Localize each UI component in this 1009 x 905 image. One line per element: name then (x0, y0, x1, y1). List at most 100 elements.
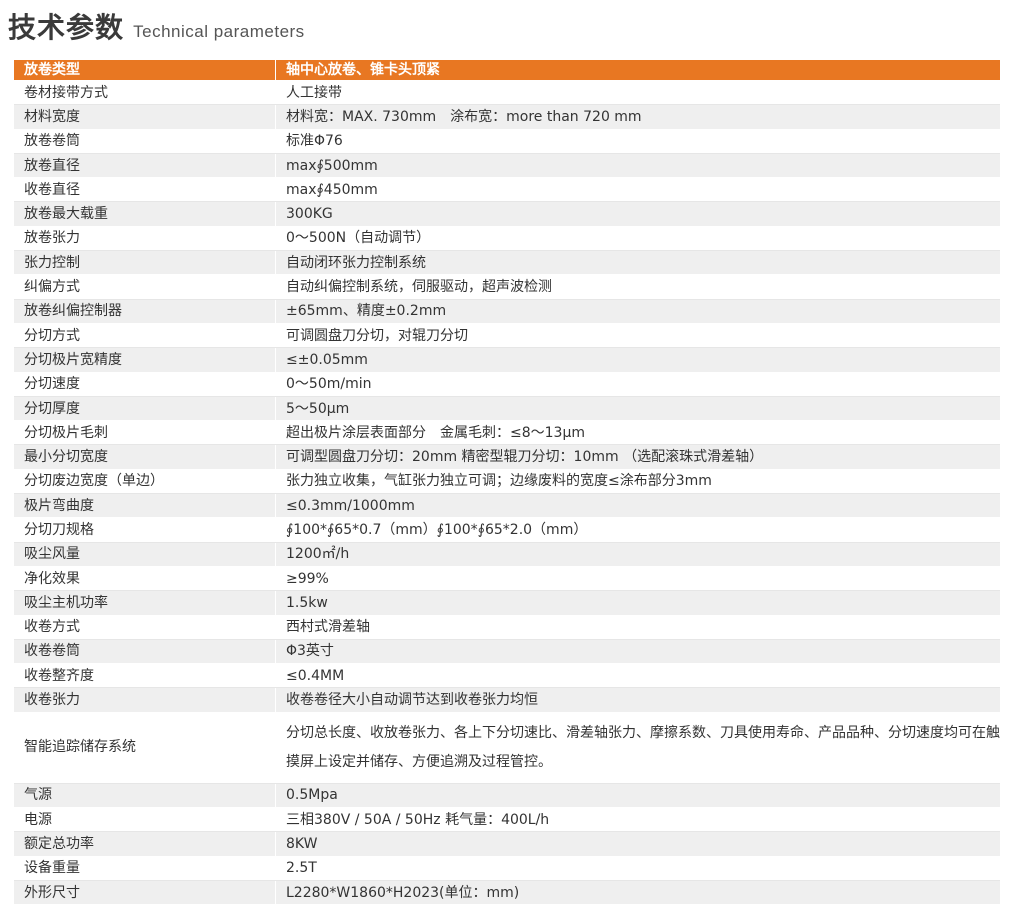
table-row: 极片弯曲度 ≤0.3mm/1000mm (14, 493, 1000, 519)
parameter-value: max∮450mm (275, 177, 1000, 203)
table-row: 分切速度 0～50m/min (14, 372, 1000, 397)
header-value: 轴中心放卷、锥卡头顶紧 (275, 60, 1000, 81)
parameter-value: 西村式滑差轴 (275, 615, 1000, 640)
table-row: 收卷卷筒 Φ3英寸 (14, 639, 1000, 665)
parameter-value: ≥99% (275, 566, 1000, 592)
parameter-name: 设备重量 (14, 856, 276, 881)
parameter-name: 气源 (14, 783, 276, 809)
parameter-name: 净化效果 (14, 566, 276, 592)
table-row: 放卷张力 0～500N（自动调节） (14, 226, 1000, 252)
table-row: 吸尘风量 1200㎡/h (14, 542, 1000, 567)
parameter-name: 极片弯曲度 (14, 493, 276, 519)
parameter-value: 自动闭环张力控制系统 (275, 250, 1000, 276)
table-header-row: 放卷类型 轴中心放卷、锥卡头顶紧 (14, 60, 1000, 81)
parameter-name: 张力控制 (14, 250, 276, 276)
parameter-value: 5～50μm (275, 396, 1000, 422)
parameter-name: 分切厚度 (14, 396, 276, 422)
parameter-name: 收卷直径 (14, 177, 276, 203)
parameter-name: 纠偏方式 (14, 274, 276, 300)
parameter-value: 三相380V / 50A / 50Hz 耗气量：400L/h (275, 807, 1000, 833)
parameter-name: 收卷方式 (14, 615, 276, 640)
parameter-value: Φ3英寸 (275, 639, 1000, 665)
parameter-name: 吸尘风量 (14, 542, 276, 567)
parameter-name: 放卷卷筒 (14, 129, 276, 154)
parameter-name: 放卷纠偏控制器 (14, 299, 276, 324)
table-row: 放卷直径 max∮500mm (14, 153, 1000, 179)
table-row: 卷材接带方式 人工接带 (14, 80, 1000, 106)
parameter-name: 材料宽度 (14, 104, 276, 130)
table-row: 吸尘主机功率 1.5kw (14, 590, 1000, 616)
parameter-name: 吸尘主机功率 (14, 590, 276, 616)
table-row: 收卷整齐度 ≤0.4MM (14, 663, 1000, 689)
parameter-value: ±65mm、精度±0.2mm (275, 299, 1000, 324)
parameter-value: 分切总长度、收放卷张力、各上下分切速比、滑差轴张力、摩擦系数、刀具使用寿命、产品… (275, 712, 1000, 784)
technical-parameters-table: 放卷类型 轴中心放卷、锥卡头顶紧 卷材接带方式 人工接带 材料宽度 材料宽：MAX. … (14, 60, 1000, 905)
parameter-value: 0～500N（自动调节） (275, 226, 1000, 252)
table-row: 分切厚度 5～50μm (14, 396, 1000, 422)
table-row: 放卷最大载重 300KG (14, 201, 1000, 227)
page-heading: 技术参数 Technical parameters (8, 6, 305, 46)
parameter-name: 额定总功率 (14, 831, 276, 857)
table-row: 设备重量 2.5T (14, 856, 1000, 881)
parameter-value: 标准Φ76 (275, 129, 1000, 154)
parameter-value: 0.5Mpa (275, 783, 1000, 809)
table-row: 收卷直径 max∮450mm (14, 177, 1000, 203)
parameter-value: ∮100*∮65*0.7（mm）∮100*∮65*2.0（mm） (275, 517, 1000, 543)
parameter-name: 分切极片毛刺 (14, 420, 276, 446)
parameter-value: 超出极片涂层表面部分 金属毛刺：≤8～13μm (275, 420, 1000, 446)
table-row: 智能追踪储存系统 分切总长度、收放卷张力、各上下分切速比、滑差轴张力、摩擦系数、刀… (14, 712, 1000, 784)
parameter-name: 电源 (14, 807, 276, 833)
parameter-name: 分切刀规格 (14, 517, 276, 543)
parameter-name: 分切极片宽精度 (14, 347, 276, 373)
table-row: 最小分切宽度 可调型圆盘刀分切：20mm 精密型辊刀分切：10mm （选配滚珠式滑… (14, 444, 1000, 470)
table-row: 材料宽度 材料宽：MAX. 730mm 涂布宽：more than 720 mm (14, 104, 1000, 130)
parameter-name: 放卷张力 (14, 226, 276, 252)
parameter-name: 智能追踪储存系统 (14, 712, 276, 784)
table-row: 张力控制 自动闭环张力控制系统 (14, 250, 1000, 276)
parameter-value: 0～50m/min (275, 372, 1000, 397)
parameter-name: 卷材接带方式 (14, 80, 276, 106)
parameter-value: L2280*W1860*H2023(单位：mm) (275, 880, 1000, 905)
table-row: 纠偏方式 自动纠偏控制系统，伺服驱动，超声波检测 (14, 274, 1000, 300)
parameter-value: 300KG (275, 201, 1000, 227)
parameter-name: 收卷卷筒 (14, 639, 276, 665)
table-row: 净化效果 ≥99% (14, 566, 1000, 592)
parameter-value: 自动纠偏控制系统，伺服驱动，超声波检测 (275, 274, 1000, 300)
parameter-value: 1.5kw (275, 590, 1000, 616)
table-row: 气源 0.5Mpa (14, 783, 1000, 809)
parameter-value: ≤0.4MM (275, 663, 1000, 689)
parameter-name: 分切方式 (14, 323, 276, 349)
table-row: 额定总功率 8KW (14, 831, 1000, 857)
parameter-value: 人工接带 (275, 80, 1000, 106)
table-row: 分切极片宽精度 ≤±0.05mm (14, 347, 1000, 373)
table-row: 放卷纠偏控制器 ±65mm、精度±0.2mm (14, 299, 1000, 324)
table-row: 外形尺寸 L2280*W1860*H2023(单位：mm) (14, 880, 1000, 905)
parameter-name: 放卷最大载重 (14, 201, 276, 227)
parameter-name: 分切速度 (14, 372, 276, 397)
parameter-name: 最小分切宽度 (14, 444, 276, 470)
parameter-value: 2.5T (275, 856, 1000, 881)
heading-chinese: 技术参数 (8, 11, 125, 44)
table-row: 电源 三相380V / 50A / 50Hz 耗气量：400L/h (14, 807, 1000, 833)
table-row: 分切方式 可调圆盘刀分切，对辊刀分切 (14, 323, 1000, 349)
parameter-value: 材料宽：MAX. 730mm 涂布宽：more than 720 mm (275, 104, 1000, 130)
parameter-name: 放卷直径 (14, 153, 276, 179)
table-row: 分切刀规格 ∮100*∮65*0.7（mm）∮100*∮65*2.0（mm） (14, 517, 1000, 543)
parameter-name: 收卷张力 (14, 687, 276, 713)
table-row: 分切废边宽度（单边） 张力独立收集，气缸张力独立可调；边缘废料的宽度≤涂布部分3m… (14, 469, 1000, 495)
parameter-value: ≤±0.05mm (275, 347, 1000, 373)
header-key: 放卷类型 (14, 60, 276, 81)
parameter-value: max∮500mm (275, 153, 1000, 179)
parameter-name: 分切废边宽度（单边） (14, 469, 276, 495)
parameter-value: ≤0.3mm/1000mm (275, 493, 1000, 519)
parameter-name: 外形尺寸 (14, 880, 276, 905)
table-row: 分切极片毛刺 超出极片涂层表面部分 金属毛刺：≤8～13μm (14, 420, 1000, 446)
table-row: 放卷卷筒 标准Φ76 (14, 129, 1000, 154)
table-row: 收卷方式 西村式滑差轴 (14, 615, 1000, 640)
parameter-value: 可调型圆盘刀分切：20mm 精密型辊刀分切：10mm （选配滚珠式滑差轴） (275, 444, 1000, 470)
parameter-value: 收卷卷径大小自动调节达到收卷张力均恒 (275, 687, 1000, 713)
parameter-value: 可调圆盘刀分切，对辊刀分切 (275, 323, 1000, 349)
parameter-value: 8KW (275, 831, 1000, 857)
parameter-value: 张力独立收集，气缸张力独立可调；边缘废料的宽度≤涂布部分3mm (275, 469, 1000, 495)
parameter-name: 收卷整齐度 (14, 663, 276, 689)
